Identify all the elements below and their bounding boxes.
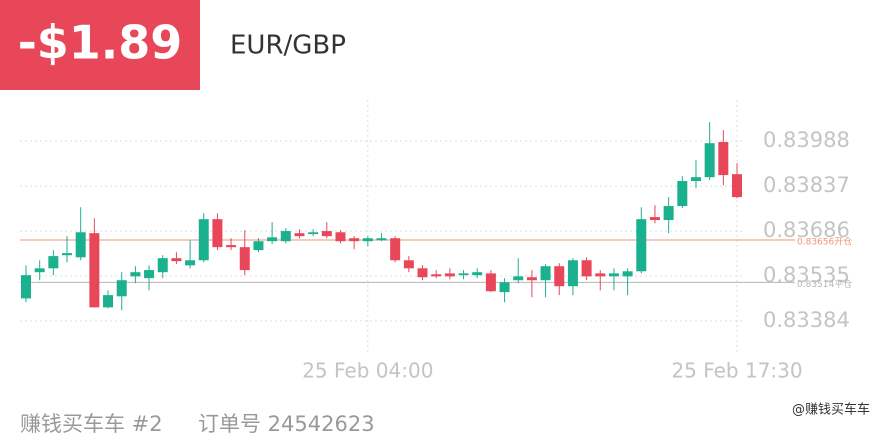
candle-body bbox=[116, 280, 127, 297]
candle-body bbox=[732, 174, 742, 198]
order-number: 订单号 24542623 bbox=[198, 412, 375, 436]
candle-body bbox=[526, 277, 537, 281]
candlestick-chart: 0.83384 0.83535 0.83686 0.83837 0.83988 25 Fe… bbox=[20, 100, 852, 383]
candle-body bbox=[21, 275, 31, 299]
candle-body bbox=[321, 231, 332, 237]
candle-body bbox=[130, 272, 141, 277]
y-tick-label: 0.83686 bbox=[763, 218, 850, 242]
candle-body bbox=[622, 271, 633, 277]
watermark: @赚钱买车车 bbox=[792, 402, 870, 418]
candle-body bbox=[349, 238, 360, 242]
account: 赚钱买车车 #2 bbox=[20, 412, 163, 436]
candle-body bbox=[376, 238, 387, 241]
candle-body bbox=[690, 177, 701, 182]
x-tick-label: 25 Feb 17:30 bbox=[671, 359, 802, 383]
y-tick-label: 0.83535 bbox=[763, 263, 850, 287]
candle-body bbox=[362, 238, 373, 242]
candle-body bbox=[567, 260, 578, 287]
candle-body bbox=[581, 260, 592, 277]
candle-body bbox=[34, 268, 45, 273]
candle-body bbox=[198, 219, 209, 261]
pnl: -$1.89 bbox=[18, 16, 183, 70]
candle-body bbox=[718, 142, 729, 176]
candle-body bbox=[649, 217, 660, 221]
candle-body bbox=[62, 253, 73, 256]
candle-body bbox=[157, 258, 168, 273]
candle-body bbox=[48, 256, 59, 269]
y-tick-label: 0.83384 bbox=[763, 308, 850, 332]
pnl-badge bbox=[0, 0, 200, 90]
candle-body bbox=[75, 232, 86, 258]
candle-body bbox=[308, 232, 319, 235]
candle-body bbox=[608, 273, 619, 277]
candle-body bbox=[663, 206, 674, 221]
candle-body bbox=[185, 260, 196, 266]
candle-body bbox=[595, 273, 606, 277]
reference-label: 0.83656开仓 bbox=[797, 236, 852, 248]
candle-body bbox=[513, 276, 524, 281]
candle-body bbox=[280, 231, 291, 242]
candle-body bbox=[390, 238, 401, 261]
candle-body bbox=[294, 233, 305, 237]
candle-body bbox=[417, 268, 428, 278]
candle-body bbox=[171, 258, 182, 262]
candle-body bbox=[89, 233, 100, 308]
candle-body bbox=[677, 181, 688, 207]
candle-body bbox=[267, 237, 278, 242]
candle-body bbox=[472, 272, 483, 276]
symbol: EUR/GBP bbox=[230, 31, 346, 61]
candle-body bbox=[485, 273, 496, 292]
candle-body bbox=[226, 245, 237, 248]
candle-body bbox=[403, 260, 414, 269]
candle-body bbox=[444, 273, 455, 277]
candle-body bbox=[144, 270, 155, 279]
candle-body bbox=[253, 241, 264, 251]
candle-body bbox=[704, 143, 715, 178]
candle-body bbox=[458, 273, 469, 276]
candle-body bbox=[499, 282, 510, 293]
x-tick-label: 25 Feb 04:00 bbox=[302, 359, 433, 383]
y-tick-label: 0.83837 bbox=[763, 173, 850, 197]
candle-body bbox=[212, 219, 223, 248]
candle-body bbox=[540, 266, 551, 281]
candle-body bbox=[335, 232, 346, 242]
candle-body bbox=[431, 274, 442, 277]
candle-body bbox=[554, 266, 565, 287]
reference-label: 0.83514平仓 bbox=[797, 278, 852, 290]
y-tick-label: 0.83988 bbox=[763, 128, 850, 152]
candle-body bbox=[636, 219, 647, 272]
candle-body bbox=[239, 247, 250, 271]
candle-body bbox=[103, 295, 114, 308]
